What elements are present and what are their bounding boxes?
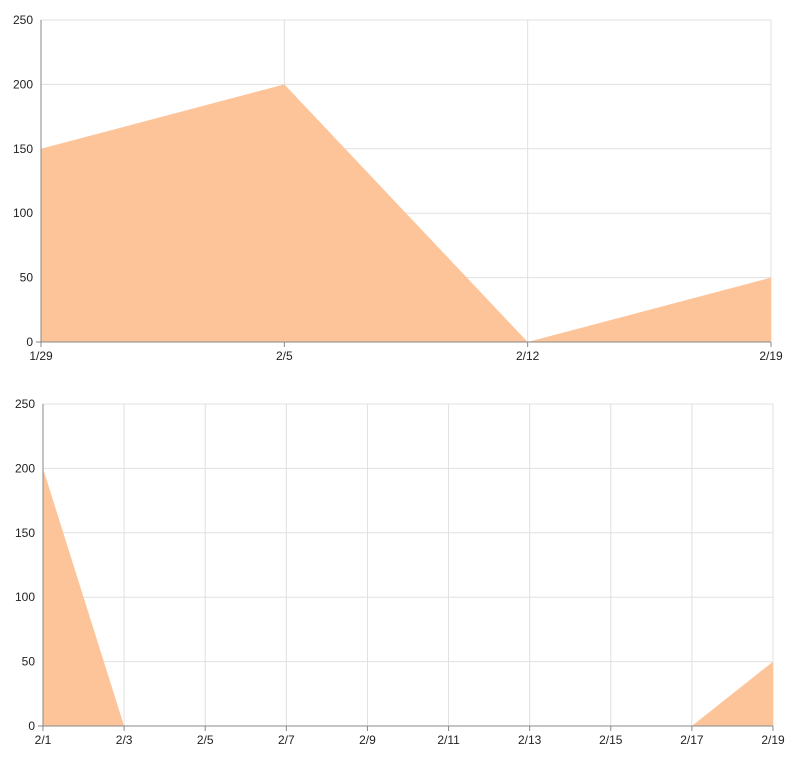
area-series	[41, 84, 771, 343]
y-tick-label: 50	[22, 655, 36, 669]
y-tick-label: 250	[15, 397, 35, 411]
x-tick-label: 2/17	[680, 733, 704, 747]
y-tick-label: 250	[13, 13, 33, 27]
y-tick-label: 50	[20, 271, 34, 285]
x-tick-label: 2/9	[359, 733, 376, 747]
y-tick-label: 200	[13, 77, 33, 91]
x-tick-label: 2/5	[276, 349, 293, 363]
x-tick-label: 2/12	[516, 349, 540, 363]
x-tick-label: 2/5	[197, 733, 214, 747]
x-tick-label: 1/29	[29, 349, 53, 363]
x-tick-label: 2/13	[518, 733, 542, 747]
area-chart-weekly-svg: 0 50 100 150 200 250 1/29 2/5 2/12 2/19	[13, 13, 783, 363]
x-tick-label: 2/11	[437, 733, 460, 747]
x-tick-label: 2/1	[35, 733, 52, 747]
x-tick-label: 2/19	[759, 349, 783, 363]
y-tick-label: 0	[28, 719, 35, 733]
area-chart-biday: 0 50 100 150 200 250 2/1 2/3 2/5 2/7 2/9 2/11 2/13 2/…	[0, 384, 802, 759]
y-tick-label: 200	[15, 461, 35, 475]
y-tick-label: 150	[15, 526, 35, 540]
area-chart-weekly: 0 50 100 150 200 250 1/29 2/5 2/12 2/19	[13, 13, 783, 363]
y-tick-label: 100	[13, 206, 33, 220]
x-tick-label: 2/3	[116, 733, 133, 747]
x-tick-label: 2/15	[599, 733, 623, 747]
x-tick-label: 2/19	[761, 733, 785, 747]
x-tick-label: 2/7	[278, 733, 295, 747]
area-chart-biday-svg: 0 50 100 150 200 250 2/1 2/3 2/5 2/7 2/9 2/11 2/13 2/…	[15, 397, 785, 747]
y-tick-label: 150	[13, 142, 33, 156]
area-series	[43, 468, 773, 726]
y-tick-label: 0	[26, 335, 33, 349]
y-tick-label: 100	[15, 590, 35, 604]
